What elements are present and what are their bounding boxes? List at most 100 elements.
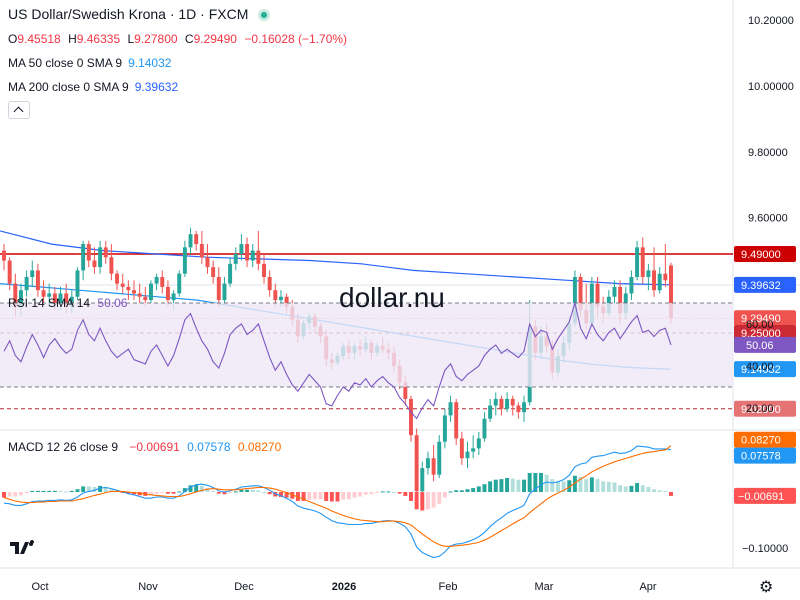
macd-histogram-bar	[52, 490, 57, 492]
macd-histogram-bar	[262, 492, 266, 493]
tradingview-logo-icon[interactable]	[10, 540, 38, 560]
candle-body	[262, 263, 266, 278]
candle-body	[640, 247, 645, 278]
candle-body	[273, 290, 278, 301]
live-status-icon	[258, 9, 271, 22]
macd-histogram-bar	[669, 492, 673, 496]
macd-histogram-bar	[663, 490, 668, 492]
rsi-value: 50.06	[97, 296, 128, 310]
candle-body	[24, 277, 29, 291]
macd-histogram-bar	[409, 492, 413, 501]
macd-histogram-bar	[30, 490, 35, 492]
price-label-box	[734, 310, 796, 327]
macd-histogram-bar	[228, 492, 233, 494]
ma50-legend[interactable]: MA 50 close 0 SMA 9 9.14032	[8, 56, 171, 70]
macd-histogram-bar	[375, 492, 380, 493]
macd-histogram-bar	[459, 490, 464, 492]
candle-body	[52, 293, 57, 304]
macd-histogram-bar	[194, 484, 199, 492]
candle-body	[239, 244, 244, 254]
macd-histogram-bar	[476, 486, 481, 492]
macd-histogram-bar	[329, 492, 334, 502]
candle-body	[120, 283, 125, 287]
macd-histogram-bar	[35, 490, 40, 492]
macd-histogram-bar	[403, 492, 408, 496]
time-tick-label: Mar	[535, 581, 554, 593]
macd-histogram-bar	[657, 490, 662, 492]
macd-legend[interactable]: MACD 12 26 close 9 −0.00691 0.07578 0.08…	[8, 440, 281, 454]
price-tick-label: 9.80000	[748, 147, 788, 159]
macd-histogram-bar	[482, 484, 487, 492]
time-tick-label: Feb	[439, 581, 458, 593]
macd-histogram-bar	[92, 486, 97, 492]
ma200-value: 9.39632	[134, 80, 179, 94]
candle-body	[194, 234, 199, 245]
candle-body	[431, 458, 436, 475]
macd-histogram-bar	[177, 491, 182, 493]
symbol-title-text: US Dollar/Swedish Krona · 1D · FXCM	[8, 6, 249, 22]
macd-histogram-bar	[397, 492, 402, 494]
macd-histogram-bar	[527, 472, 532, 492]
candle-body	[143, 296, 148, 301]
macd-histogram-bar	[606, 481, 611, 492]
macd-histogram-bar	[148, 492, 153, 496]
macd-histogram-bar	[618, 485, 623, 492]
candle-body	[437, 441, 442, 475]
price-tick-label: 10.00000	[748, 81, 794, 93]
candle-body	[171, 293, 176, 301]
macd-histogram-bar	[256, 490, 261, 492]
macd-histogram-bar	[86, 486, 91, 492]
macd-label: MACD 12 26 close 9	[8, 440, 119, 454]
macd-histogram-bar	[448, 491, 453, 493]
candle-body	[2, 250, 6, 261]
macd-histogram-bar	[522, 479, 527, 492]
candle-body	[177, 273, 182, 294]
macd-histogram-bar	[284, 492, 289, 498]
candle-body	[442, 415, 447, 442]
ma200-legend[interactable]: MA 200 close 0 SMA 9 9.39632	[8, 80, 178, 94]
candle-body	[652, 270, 657, 291]
macd-histogram-bar	[126, 492, 131, 494]
candle-body	[92, 260, 97, 268]
price-label-ma50: 9.14032	[741, 364, 781, 376]
macd-histogram-bar	[629, 485, 634, 492]
rsi-label: RSI 14 SMA 14	[8, 296, 91, 310]
macd-histogram-bar	[516, 479, 521, 492]
candle-body	[64, 293, 69, 307]
macd-histogram-bar	[346, 492, 351, 500]
candle-body	[165, 286, 170, 301]
macd-histogram-bar	[488, 481, 493, 492]
macd-histogram-bar	[561, 481, 566, 492]
candle-body	[278, 296, 283, 301]
ma200-label: MA 200 close 0 SMA 9	[8, 80, 129, 94]
chevron-up-icon[interactable]	[8, 101, 30, 119]
macd-histogram-bar	[612, 482, 617, 492]
macd-histogram-bar	[318, 492, 323, 500]
macd-histogram-bar	[103, 486, 108, 492]
price-label-support: 9.02000	[741, 404, 781, 416]
close-value: 9.29490	[193, 32, 237, 46]
macd-histogram-bar	[278, 492, 283, 498]
macd-histogram-bar	[165, 492, 170, 494]
candle-body	[35, 270, 40, 291]
symbol-title[interactable]: US Dollar/Swedish Krona · 1D · FXCM	[8, 6, 271, 22]
macd-signal-value: 0.08270	[237, 440, 282, 454]
rsi-legend[interactable]: RSI 14 SMA 14 50.06	[8, 296, 127, 310]
macd-histogram-bar	[188, 485, 193, 492]
macd-line-value: 0.07578	[187, 440, 231, 454]
candle-body	[245, 244, 250, 261]
macd-histogram-bar	[307, 492, 312, 500]
candle-body	[233, 253, 238, 264]
macd-histogram-bar	[137, 492, 142, 496]
macd-histogram-bar	[250, 489, 255, 492]
candle-body	[578, 277, 583, 310]
gear-icon[interactable]: ⚙	[759, 579, 774, 596]
candle-body	[98, 247, 103, 268]
candle-body	[493, 398, 498, 406]
macd-histogram-bar	[539, 472, 543, 492]
macd-histogram-bar	[211, 490, 216, 492]
macd-histogram-bar	[81, 486, 86, 492]
open-label: O	[8, 32, 18, 46]
macd-histogram-bar	[493, 479, 498, 492]
